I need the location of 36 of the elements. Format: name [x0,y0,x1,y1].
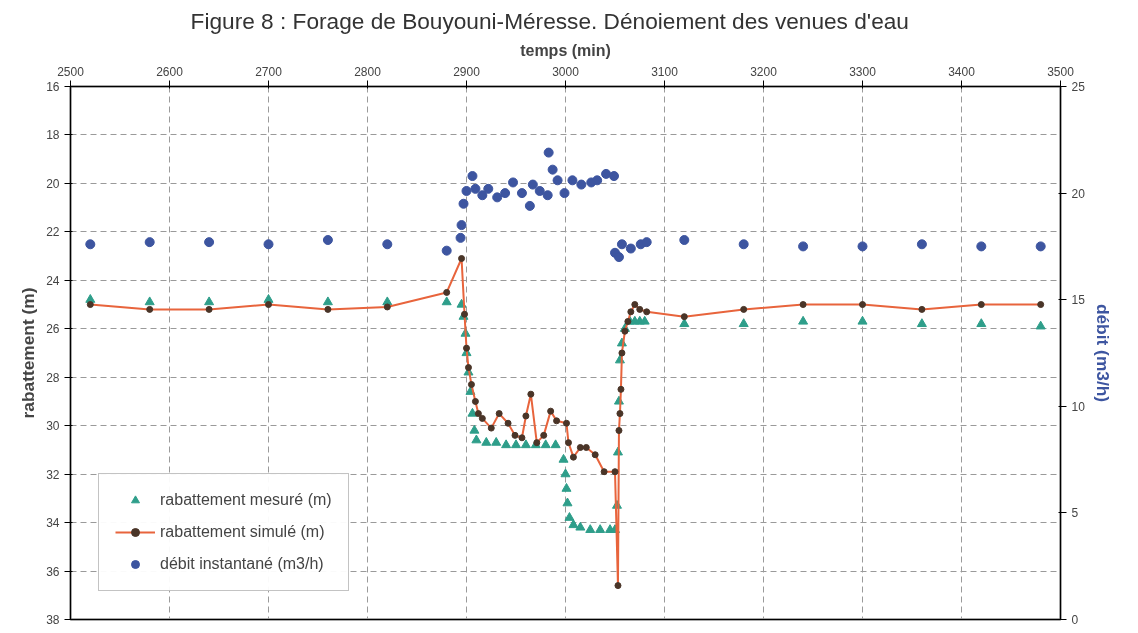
y-tick-label: 28 [46,370,60,385]
y2-axis-title: débit (m3/h) [1092,303,1113,403]
y2-tick-label: 5 [1071,506,1079,521]
x-tick-label: 2800 [354,64,382,79]
x-tick-label: 3300 [849,64,877,79]
x-tick-label: 2500 [57,64,85,79]
y2-tick-label: 25 [1071,80,1086,94]
x-tick-label: 3500 [1047,64,1075,79]
x-tick-label: 3400 [948,64,976,79]
x-tick-label: 3000 [552,64,580,79]
y-tick-label: 32 [46,467,60,482]
legend-label: débit instantané (m3/h) [160,555,324,573]
x-tick-label: 2900 [453,64,481,79]
y-axis-title: rabattement (m) [18,287,39,419]
x-tick-label: 2600 [156,64,184,79]
legend-label: rabattement simulé (m) [160,523,325,541]
y-tick-label: 38 [46,613,60,627]
y-tick-label: 36 [46,564,60,579]
y-tick-label: 16 [46,80,60,94]
y-tick-label: 26 [46,322,60,337]
y-tick-label: 20 [46,176,60,191]
chart-title: Figure 8 : Forage de Bouyouni-Méresse. Dénoiement des venues d'eau [190,7,909,34]
y-tick-label: 18 [46,128,60,143]
y2-tick-label: 0 [1071,613,1079,627]
x-tick-label: 2700 [255,64,283,79]
x-axis-title: temps (min) [520,41,611,59]
y-tick-label: 24 [46,273,60,288]
y2-tick-label: 10 [1071,399,1086,414]
y2-tick-label: 15 [1071,293,1086,308]
x-tick-label: 3100 [651,64,679,79]
y2-tick-label: 20 [1071,186,1086,201]
y-tick-label: 30 [46,419,60,434]
legend-label: rabattement mesuré (m) [160,491,332,509]
y-tick-label: 34 [46,516,60,531]
x-tick-label: 3200 [750,64,778,79]
y-tick-label: 22 [46,225,60,240]
